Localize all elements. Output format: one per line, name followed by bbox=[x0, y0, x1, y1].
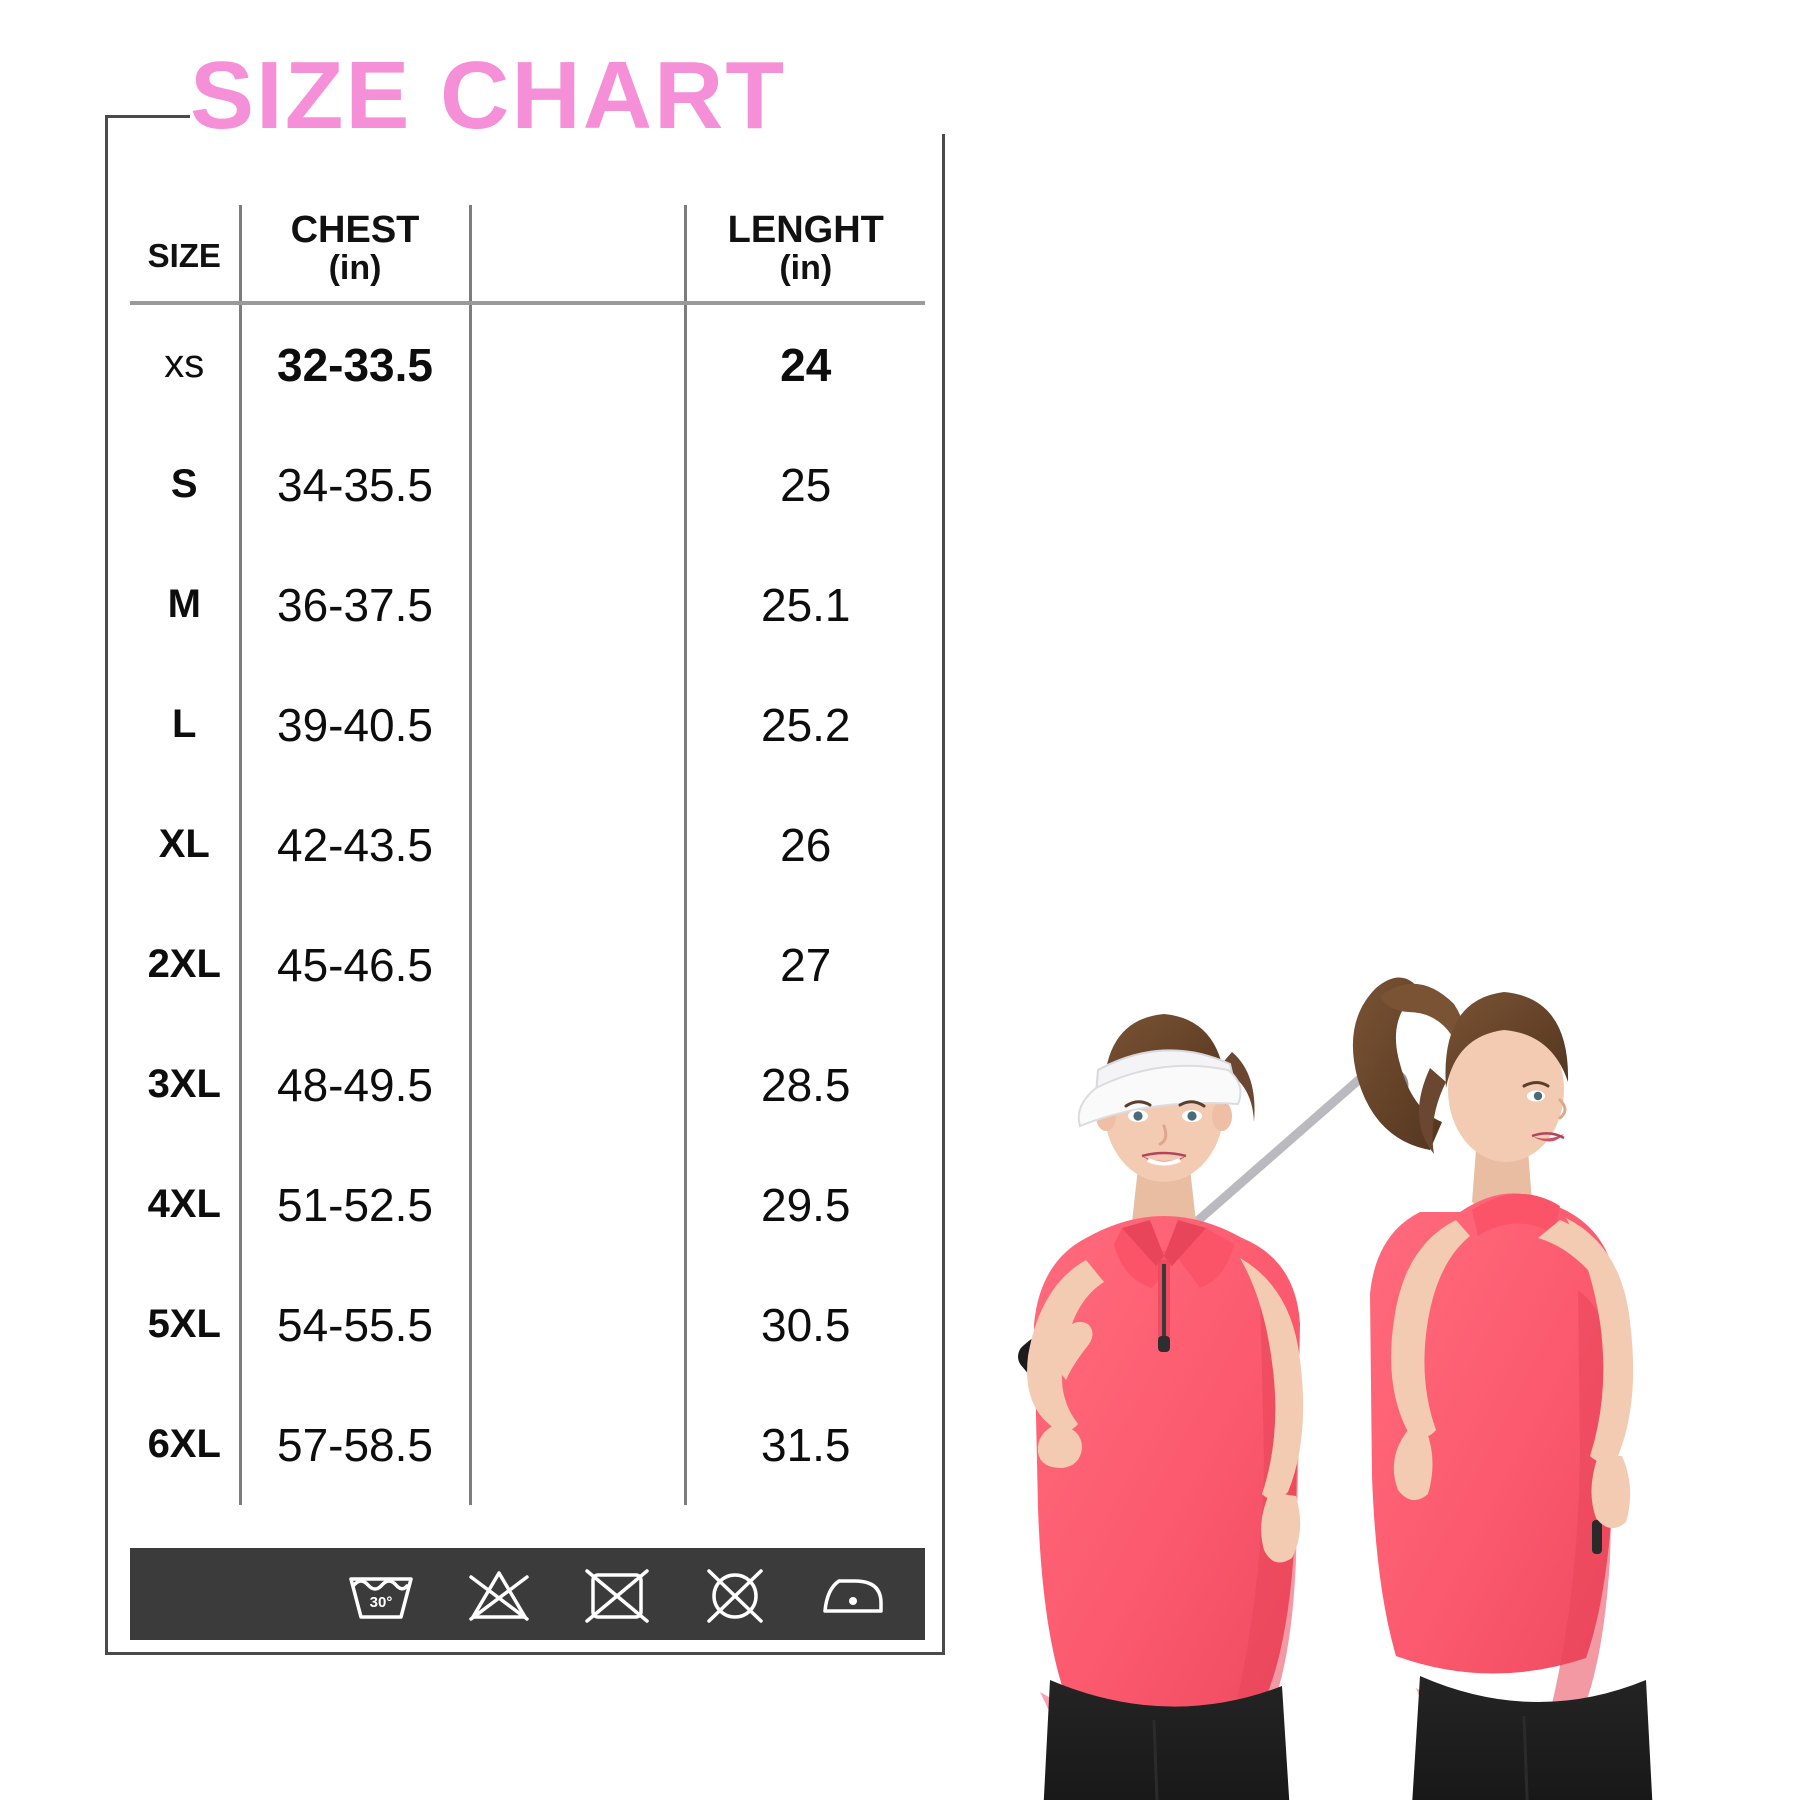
cell-spacer bbox=[468, 544, 685, 665]
shorts-back bbox=[1412, 1676, 1653, 1800]
column-header-chest-unit: (in) bbox=[328, 248, 382, 287]
cell-chest: 32-33.5 bbox=[238, 302, 470, 425]
cell-length: 31.5 bbox=[683, 1384, 925, 1505]
cell-size: M bbox=[167, 582, 201, 627]
table-row: 2XL 45-46.5 27 bbox=[130, 904, 925, 1025]
cell-spacer bbox=[468, 904, 685, 1025]
table-row: 4XL 51-52.5 29.5 bbox=[130, 1144, 925, 1265]
cell-chest: 51-52.5 bbox=[238, 1144, 470, 1265]
table-row: xs 32-33.5 24 bbox=[130, 302, 925, 425]
model-back-view bbox=[1352, 977, 1653, 1800]
golf-visor bbox=[1077, 1049, 1242, 1128]
do-not-tumble-dry-icon bbox=[581, 1563, 653, 1625]
cell-size: 6XL bbox=[147, 1422, 221, 1467]
product-photo bbox=[900, 820, 1800, 1800]
cell-spacer bbox=[468, 1024, 685, 1145]
cell-length: 25.1 bbox=[683, 544, 925, 665]
cell-chest: 57-58.5 bbox=[238, 1384, 470, 1505]
table-row: S 34-35.5 25 bbox=[130, 424, 925, 545]
cell-chest: 48-49.5 bbox=[238, 1024, 470, 1145]
cell-chest: 36-37.5 bbox=[238, 544, 470, 665]
cell-size: 3XL bbox=[147, 1062, 221, 1107]
column-header-chest-label: CHEST bbox=[290, 209, 420, 251]
cell-length: 26 bbox=[683, 784, 925, 905]
cell-length: 27 bbox=[683, 904, 925, 1025]
cell-size: 5XL bbox=[147, 1302, 221, 1347]
table-row: L 39-40.5 25.2 bbox=[130, 664, 925, 785]
column-header-length-unit: (in) bbox=[779, 248, 833, 287]
cell-length: 24 bbox=[683, 302, 925, 425]
model-front-view bbox=[1018, 1014, 1409, 1800]
cell-size: S bbox=[170, 462, 198, 507]
cell-spacer bbox=[468, 1264, 685, 1385]
table-row: M 36-37.5 25.1 bbox=[130, 544, 925, 665]
svg-text:30°: 30° bbox=[370, 1594, 393, 1611]
table-row: XL 42-43.5 26 bbox=[130, 784, 925, 905]
title-frame-gap bbox=[190, 100, 960, 134]
page-title: SIZE CHART bbox=[190, 42, 786, 149]
cell-chest: 45-46.5 bbox=[238, 904, 470, 1025]
shorts-front bbox=[1043, 1680, 1290, 1800]
cell-chest: 34-35.5 bbox=[238, 424, 470, 545]
table-row: 5XL 54-55.5 30.5 bbox=[130, 1264, 925, 1385]
cell-size: 2XL bbox=[147, 942, 221, 987]
care-instructions-bar: 30° bbox=[130, 1548, 925, 1640]
cell-spacer bbox=[468, 784, 685, 905]
size-chart-table: SIZE CHEST (in) LENGHT (in) xs 32-33.5 24 S… bbox=[130, 205, 925, 1505]
column-header-length-label: LENGHT bbox=[727, 209, 884, 251]
column-header-chest: CHEST (in) bbox=[238, 205, 470, 305]
cell-spacer bbox=[468, 664, 685, 785]
cell-length: 25.2 bbox=[683, 664, 925, 785]
cell-spacer bbox=[468, 302, 685, 425]
cell-chest: 39-40.5 bbox=[238, 664, 470, 785]
do-not-bleach-icon bbox=[463, 1563, 535, 1625]
cell-size: xs bbox=[164, 342, 205, 387]
cell-length: 28.5 bbox=[683, 1024, 925, 1145]
cell-chest: 42-43.5 bbox=[238, 784, 470, 905]
table-header: SIZE CHEST (in) LENGHT (in) bbox=[130, 205, 925, 305]
cell-size: 4XL bbox=[147, 1182, 221, 1227]
cell-length: 30.5 bbox=[683, 1264, 925, 1385]
cell-size: L bbox=[172, 702, 197, 747]
table-row: 6XL 57-58.5 31.5 bbox=[130, 1384, 925, 1505]
cell-chest: 54-55.5 bbox=[238, 1264, 470, 1385]
cell-length: 25 bbox=[683, 424, 925, 545]
column-header-size: SIZE bbox=[130, 205, 240, 305]
column-header-spacer bbox=[468, 205, 685, 305]
column-header-length: LENGHT (in) bbox=[683, 205, 925, 305]
table-row: 3XL 48-49.5 28.5 bbox=[130, 1024, 925, 1145]
cell-spacer bbox=[468, 1144, 685, 1265]
table-body: xs 32-33.5 24 S 34-35.5 25 M 36-37.5 25.1 L 39-40.… bbox=[130, 302, 925, 1505]
do-not-dry-clean-icon bbox=[699, 1563, 771, 1625]
machine-wash-30-icon: 30° bbox=[345, 1563, 417, 1625]
cell-length: 29.5 bbox=[683, 1144, 925, 1265]
cell-spacer bbox=[468, 424, 685, 545]
size-chart-table-wrapper: SIZE CHEST (in) LENGHT (in) xs 32-33.5 24 S… bbox=[130, 205, 925, 1525]
cell-spacer bbox=[468, 1384, 685, 1505]
cell-size: XL bbox=[158, 822, 210, 867]
iron-low-icon bbox=[817, 1563, 889, 1625]
